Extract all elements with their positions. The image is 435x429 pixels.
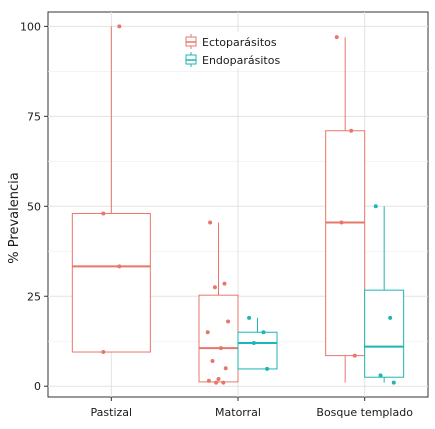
y-tick-label: 100 xyxy=(20,20,41,33)
box-Ectoparásitos-Pastizal xyxy=(71,26,151,353)
box-Ectoparásitos-Bosque templado xyxy=(325,37,366,383)
data-point xyxy=(339,220,344,225)
data-point xyxy=(117,264,122,269)
data-point xyxy=(214,380,219,385)
box-iqr xyxy=(237,331,278,370)
legend-background xyxy=(180,32,298,68)
data-point xyxy=(206,378,211,383)
data-point xyxy=(334,35,339,40)
data-point xyxy=(352,353,357,358)
data-point xyxy=(117,24,122,29)
data-point xyxy=(218,346,223,351)
y-axis-title: % Prevalencia xyxy=(7,172,22,263)
data-point xyxy=(378,373,383,378)
x-tick-label: Pastizal xyxy=(91,406,133,419)
y-tick-label: 75 xyxy=(27,110,41,123)
legend: Ectoparásitos Endoparásitos xyxy=(180,32,298,68)
data-point xyxy=(247,315,252,320)
data-point xyxy=(222,281,227,286)
data-points xyxy=(101,24,396,385)
data-point xyxy=(205,330,210,335)
x-tick-label: Matorral xyxy=(215,406,261,419)
data-point xyxy=(251,341,256,346)
data-point xyxy=(373,204,378,209)
box-iqr xyxy=(364,289,405,378)
data-point xyxy=(223,366,228,371)
box-Ectoparásitos-Matorral xyxy=(198,222,239,383)
y-tick-label: 25 xyxy=(27,290,41,303)
data-point xyxy=(101,350,106,355)
y-tick-label: 50 xyxy=(27,200,41,213)
data-point xyxy=(208,220,213,225)
x-tick-label: Bosque templado xyxy=(316,406,413,419)
data-point xyxy=(349,128,354,133)
box-iqr xyxy=(71,212,151,353)
legend-key-Endoparásitos xyxy=(185,52,197,67)
data-point xyxy=(212,285,217,290)
y-axis: 0 25 50 75 100 xyxy=(20,20,48,393)
data-point xyxy=(261,330,266,335)
data-point xyxy=(391,380,396,385)
data-point xyxy=(101,211,106,216)
data-point xyxy=(226,319,231,324)
data-point xyxy=(221,380,226,385)
data-point xyxy=(388,315,393,320)
box-Endoparásitos-Bosque templado xyxy=(364,206,405,383)
legend-label: Endoparásitos xyxy=(202,54,280,67)
data-point xyxy=(210,359,215,364)
box-iqr xyxy=(325,130,366,357)
data-point xyxy=(265,366,270,371)
box-iqr xyxy=(198,294,239,383)
box-Endoparásitos-Matorral xyxy=(237,317,278,370)
y-tick-label: 0 xyxy=(34,380,41,393)
boxes xyxy=(71,26,405,383)
legend-label: Ectoparásitos xyxy=(202,36,277,49)
data-point xyxy=(216,377,221,382)
x-axis: Pastizal Matorral Bosque templado xyxy=(91,397,413,419)
legend-key-Ectoparásitos xyxy=(185,34,197,49)
